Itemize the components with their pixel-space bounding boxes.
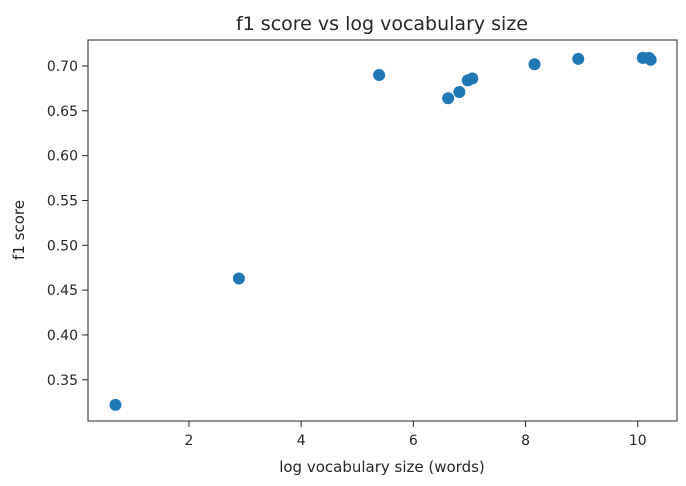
x-tick-label: 8 xyxy=(521,433,530,449)
y-tick-label: 0.40 xyxy=(47,328,78,344)
data-point xyxy=(644,53,657,66)
x-tick-label: 4 xyxy=(297,433,306,449)
data-point xyxy=(453,85,466,98)
y-axis-label: f1 score xyxy=(10,200,28,260)
data-points xyxy=(109,51,657,411)
y-axis: 0.35 0.40 0.45 0.50 0.55 0.60 0.65 0.70 xyxy=(47,59,88,389)
data-point xyxy=(373,68,386,81)
chart-title: f1 score vs log vocabulary size xyxy=(236,13,528,35)
x-tick-label: 2 xyxy=(185,433,194,449)
x-tick-label: 6 xyxy=(409,433,418,449)
y-tick-label: 0.65 xyxy=(47,104,78,120)
plot-frame xyxy=(87,39,678,422)
data-point xyxy=(232,272,245,285)
y-tick-label: 0.50 xyxy=(47,238,78,254)
y-tick-label: 0.55 xyxy=(47,193,78,209)
data-point xyxy=(572,52,585,65)
x-tick-label: 10 xyxy=(629,433,647,449)
data-point xyxy=(466,72,479,85)
x-axis-label: log vocabulary size (words) xyxy=(279,458,485,476)
y-tick-label: 0.60 xyxy=(47,149,78,165)
data-point xyxy=(109,398,122,411)
x-axis: 2 4 6 8 10 xyxy=(185,421,647,449)
y-tick-label: 0.70 xyxy=(47,59,78,75)
data-point xyxy=(528,58,541,71)
y-tick-label: 0.35 xyxy=(47,373,78,389)
y-tick-label: 0.45 xyxy=(47,283,78,299)
data-point xyxy=(442,92,455,105)
